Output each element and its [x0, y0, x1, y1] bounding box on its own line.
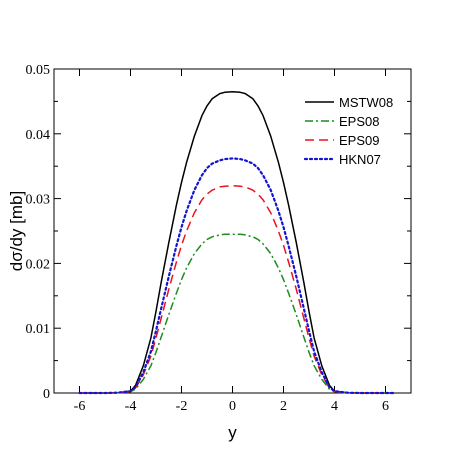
y-tick-label: 0.04 [26, 128, 51, 143]
series-line-eps08 [79, 233, 394, 394]
x-tick-label: 4 [331, 399, 338, 414]
y-tick-label: 0.03 [26, 193, 51, 208]
plot-lines [78, 90, 395, 395]
x-tick-label: -4 [125, 399, 137, 414]
y-tick-label: 0 [43, 387, 50, 402]
y-tick-label: 0.05 [26, 63, 51, 78]
legend-label-mstw08: MSTW08 [339, 95, 393, 110]
legend-label-eps08: EPS08 [339, 114, 379, 129]
x-axis-label: y [228, 423, 237, 442]
legend-label-hkn07: HKN07 [339, 152, 381, 167]
x-tick-label: 2 [280, 399, 287, 414]
series-line-eps09 [79, 184, 394, 394]
y-tick-label: 0.02 [26, 257, 51, 272]
x-tick-label: 0 [229, 399, 236, 414]
x-axis: -6 -4 -2 0 2 4 6 [74, 69, 389, 414]
legend: MSTW08 EPS08 EPS09 HKN07 [303, 95, 393, 167]
y-tick-label: 0.01 [26, 322, 51, 337]
series-line-mstw08 [79, 90, 394, 394]
legend-label-eps09: EPS09 [339, 133, 379, 148]
y-axis-label: dσ/dy [mb] [7, 191, 26, 271]
x-tick-label: -6 [74, 399, 86, 414]
x-tick-label: -2 [176, 399, 188, 414]
series-line-hkn07 [78, 157, 395, 395]
y-axis: 0 0.01 0.02 0.03 0.04 0.05 [26, 63, 411, 402]
x-tick-label: 6 [382, 399, 389, 414]
